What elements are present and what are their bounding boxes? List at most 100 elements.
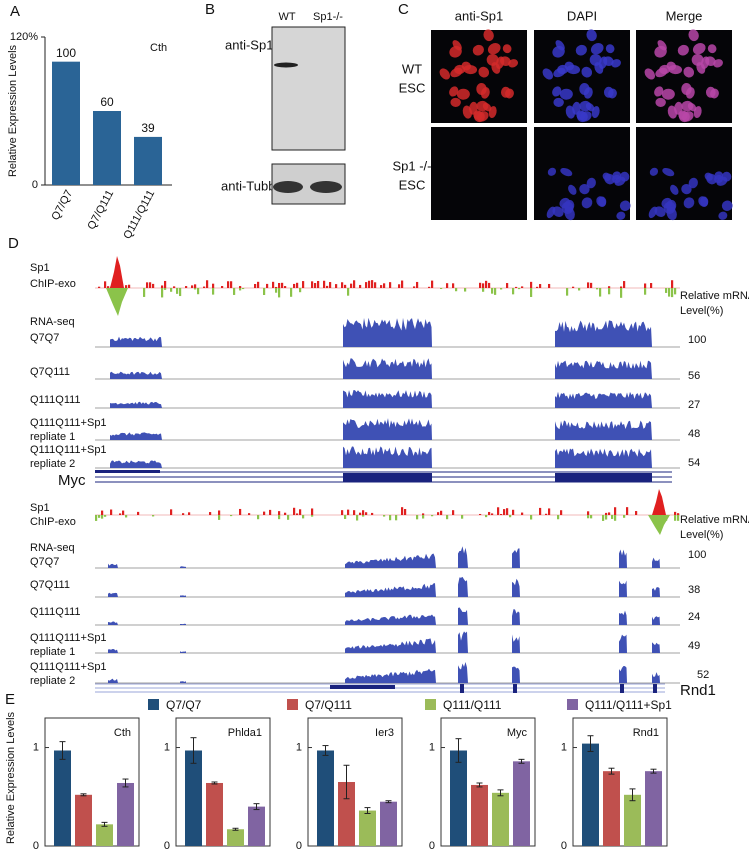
chip-signal bbox=[266, 283, 269, 288]
nucleus bbox=[654, 206, 666, 218]
chip-signal bbox=[428, 286, 431, 288]
nucleus bbox=[662, 167, 675, 177]
error-bar bbox=[497, 789, 504, 797]
nucleus bbox=[450, 97, 461, 107]
chip-signal bbox=[299, 509, 302, 515]
chip-signal bbox=[326, 285, 329, 288]
y-tick-label: 1 bbox=[561, 741, 567, 753]
chip-signal bbox=[500, 513, 503, 515]
chip-signal bbox=[506, 283, 509, 288]
chip-signal bbox=[341, 510, 344, 515]
chip-signal bbox=[293, 507, 296, 515]
nucleus bbox=[449, 86, 459, 97]
chip-signal bbox=[650, 283, 653, 288]
bar bbox=[624, 794, 641, 846]
nucleus bbox=[603, 56, 614, 67]
chip-signal bbox=[530, 281, 533, 288]
micro-row: ESC bbox=[399, 177, 426, 192]
blot-column: Sp1-/- bbox=[313, 11, 343, 23]
chip-signal bbox=[401, 507, 404, 515]
chip-signal bbox=[257, 281, 260, 288]
bar bbox=[450, 750, 467, 846]
rnaseq-signal bbox=[458, 546, 468, 568]
chip-signal bbox=[539, 507, 542, 515]
error-bar bbox=[587, 735, 594, 752]
nucleus bbox=[559, 88, 573, 100]
rnaseq-signal bbox=[512, 578, 520, 597]
track-label: repliate 1 bbox=[30, 646, 75, 658]
nucleus bbox=[590, 43, 604, 55]
nucleus bbox=[677, 44, 689, 56]
chip-signal bbox=[548, 508, 551, 515]
chip-signal bbox=[212, 283, 215, 288]
track-label: Q111Q111+Sp1 bbox=[30, 661, 107, 673]
chip-signal bbox=[122, 510, 125, 515]
chip-signal bbox=[233, 288, 236, 295]
x-tick-label: Q111/Q111 bbox=[121, 188, 157, 241]
chip-signal bbox=[191, 285, 194, 288]
chip-signal bbox=[608, 288, 611, 295]
chip-signal bbox=[275, 286, 278, 288]
chip-signal bbox=[302, 515, 305, 519]
gene-name: Myc bbox=[58, 472, 86, 489]
error-bar bbox=[190, 737, 197, 764]
nucleus bbox=[696, 62, 706, 74]
y-axis-label: Relative Expression Levels bbox=[7, 44, 19, 177]
nucleus bbox=[564, 61, 574, 71]
exon bbox=[555, 473, 652, 482]
mrna-level: 100 bbox=[688, 334, 706, 346]
chip-signal bbox=[101, 515, 104, 519]
chip-signal bbox=[497, 507, 500, 515]
nucleus bbox=[553, 67, 566, 78]
nucleus bbox=[472, 44, 484, 56]
nucleus bbox=[705, 56, 716, 67]
chip-signal bbox=[203, 286, 206, 288]
chip-signal bbox=[605, 512, 608, 515]
chip-signal bbox=[353, 280, 356, 288]
nucleus bbox=[568, 184, 577, 195]
rnaseq-signal bbox=[180, 623, 186, 625]
chip-signal bbox=[302, 281, 305, 288]
chip-signal bbox=[104, 281, 107, 288]
chip-signal bbox=[611, 515, 614, 519]
y-axis-label: Relative Expression Levels bbox=[5, 711, 17, 844]
chip-signal bbox=[677, 515, 680, 521]
panel-label: E bbox=[5, 691, 15, 708]
chip-signal bbox=[98, 286, 101, 288]
blot-column: WT bbox=[278, 11, 295, 23]
blot-band bbox=[274, 62, 298, 68]
error-bar bbox=[232, 827, 239, 831]
error-bar bbox=[253, 803, 260, 811]
nucleus bbox=[649, 167, 659, 176]
chip-signal bbox=[278, 288, 281, 298]
chip-signal bbox=[98, 515, 101, 518]
chip-peak bbox=[110, 256, 124, 288]
chip-signal bbox=[539, 284, 542, 288]
bar bbox=[185, 750, 202, 846]
nucleus bbox=[655, 67, 668, 78]
nucleus bbox=[670, 184, 679, 195]
nucleus bbox=[450, 67, 463, 78]
exon bbox=[620, 684, 624, 693]
chip-signal bbox=[602, 515, 605, 521]
track-label: Q111Q111+Sp1 bbox=[30, 444, 107, 456]
error-bar bbox=[650, 768, 657, 774]
chip-signal bbox=[176, 288, 179, 294]
error-bar bbox=[343, 764, 350, 800]
chip-signal bbox=[356, 515, 359, 521]
nucleus bbox=[596, 196, 607, 207]
chip-signal bbox=[380, 285, 383, 288]
chip-signal bbox=[644, 283, 647, 288]
chip-signal bbox=[494, 288, 497, 295]
rnaseq-signal bbox=[619, 634, 627, 653]
chip-signal bbox=[311, 281, 314, 288]
rnaseq-signal bbox=[652, 642, 660, 653]
rnaseq-signal bbox=[555, 320, 652, 347]
chip-signal bbox=[194, 284, 197, 288]
chip-signal bbox=[545, 513, 548, 515]
rnaseq-signal bbox=[343, 358, 432, 379]
nucleus bbox=[579, 82, 590, 96]
chip-signal bbox=[623, 515, 626, 518]
chip-signal bbox=[455, 288, 458, 292]
chip-signal bbox=[404, 508, 407, 515]
